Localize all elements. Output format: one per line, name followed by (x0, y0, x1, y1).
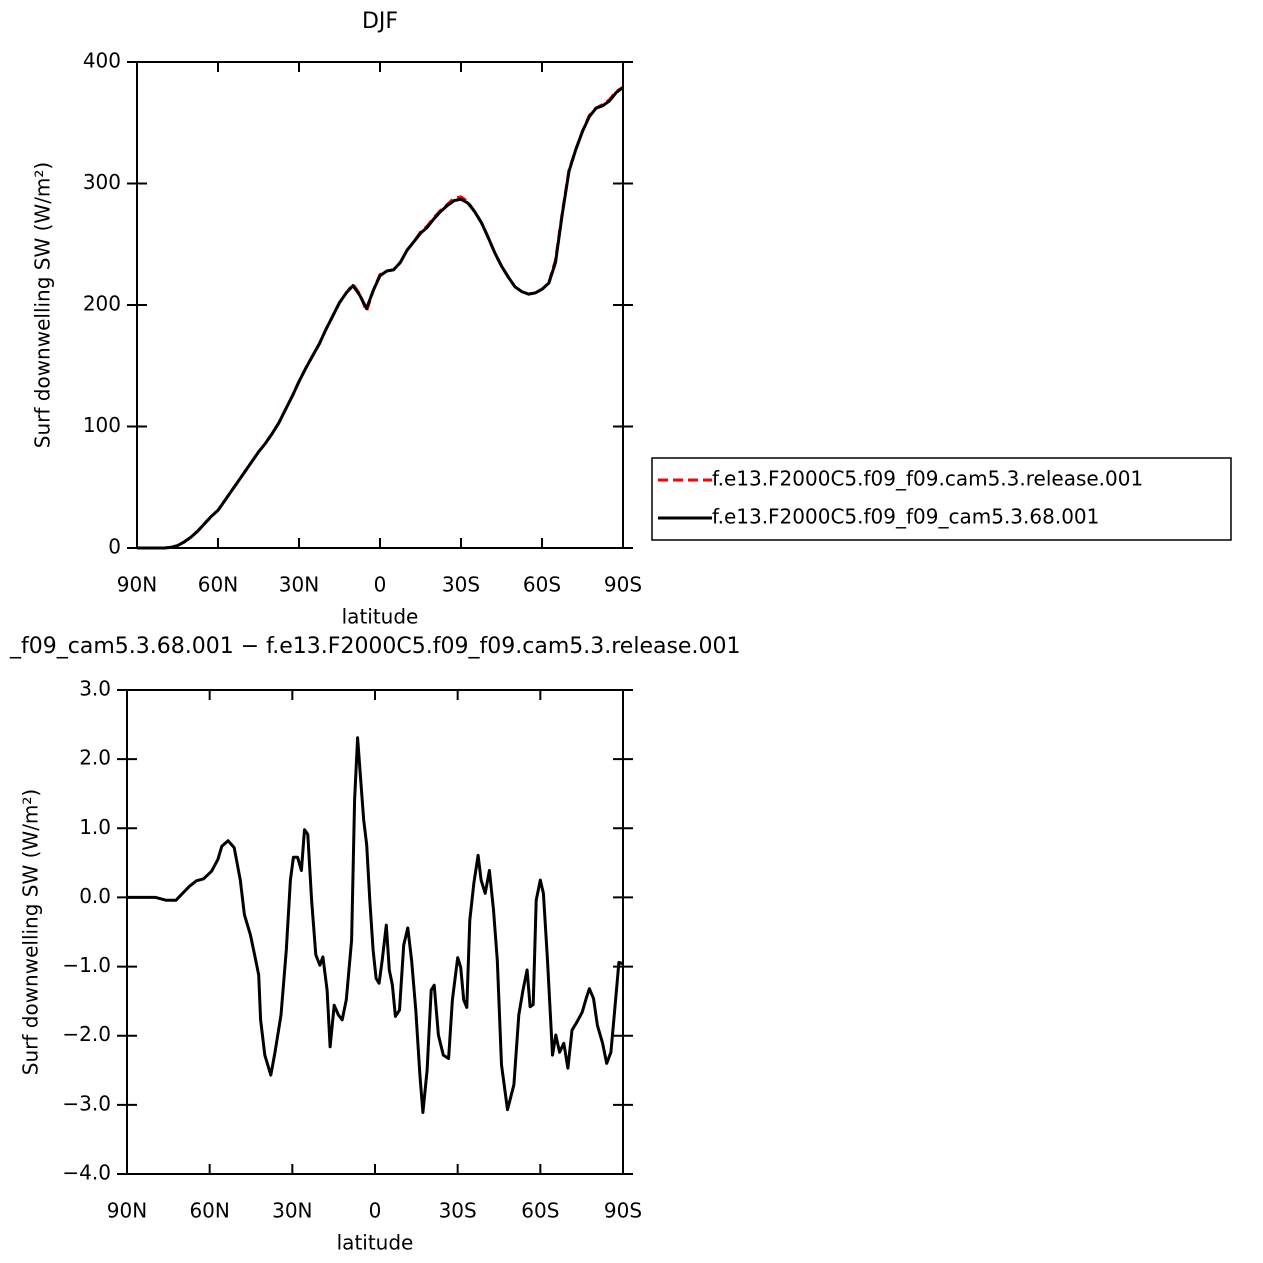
legend-label: f.e13.F2000C5.f09_f09.cam5.3.release.001 (712, 467, 1143, 491)
x-tick-label: 0 (374, 573, 387, 597)
x-tick-label: 90N (117, 573, 157, 597)
x-axis-label: latitude (342, 605, 419, 629)
y-tick-label: 100 (83, 413, 121, 437)
x-tick-label: 90S (604, 573, 642, 597)
y-tick-label: 200 (83, 292, 121, 316)
x-axis-label: latitude (337, 1231, 414, 1255)
y-tick-label: 0.0 (79, 884, 111, 908)
y-tick-label: 2.0 (79, 746, 111, 770)
y-tick-label: −2.0 (62, 1022, 111, 1046)
x-tick-label: 30S (442, 573, 480, 597)
chart-title: DJF (362, 9, 398, 34)
y-axis-label: Surf downwelling SW (W/m²) (19, 789, 43, 1075)
legend-box (651, 457, 1232, 541)
x-tick-label: 0 (369, 1199, 382, 1223)
y-tick-label: −4.0 (62, 1161, 111, 1185)
data-line (137, 86, 624, 550)
y-tick-label: −3.0 (62, 1091, 111, 1115)
legend-label: f.e13.F2000C5.f09_f09_cam5.3.68.001 (712, 505, 1099, 529)
y-tick-label: 0 (108, 535, 121, 559)
x-tick-label: 30N (279, 573, 319, 597)
x-tick-label: 30S (439, 1199, 477, 1223)
y-tick-label: 400 (83, 49, 121, 73)
y-axis-label: Surf downwelling SW (W/m²) (31, 162, 55, 448)
x-tick-label: 60S (523, 573, 561, 597)
x-tick-label: 60N (189, 1199, 229, 1223)
x-tick-label: 90N (107, 1199, 147, 1223)
x-tick-label: 90S (604, 1199, 642, 1223)
plot-frame (126, 689, 624, 1175)
x-tick-label: 30N (272, 1199, 312, 1223)
y-tick-label: 300 (83, 170, 121, 194)
y-tick-label: −1.0 (62, 953, 111, 977)
plot-frame (136, 61, 624, 549)
x-tick-label: 60S (521, 1199, 559, 1223)
data-line (137, 86, 624, 550)
y-tick-label: 1.0 (79, 815, 111, 839)
x-tick-label: 60N (198, 573, 238, 597)
chart-title: _f09_cam5.3.68.001 − f.e13.F2000C5.f09_f… (9, 634, 740, 659)
data-line (127, 736, 624, 1114)
y-tick-label: 3.0 (79, 677, 111, 701)
